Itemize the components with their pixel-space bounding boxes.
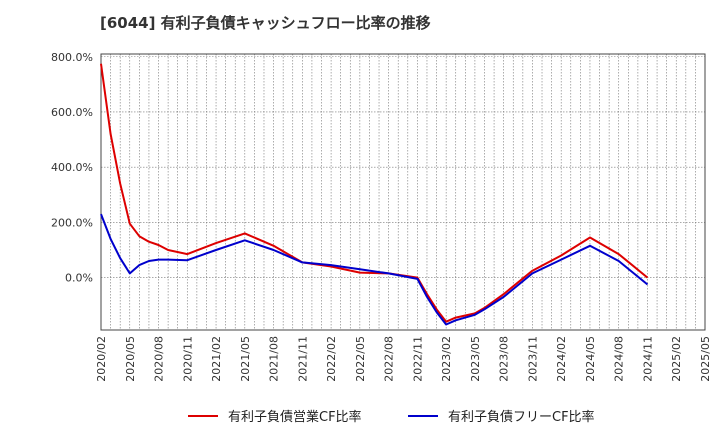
x-tick-label: 2020/08 — [153, 336, 166, 382]
x-tick-label: 2023/08 — [498, 336, 511, 382]
x-tick-label: 2023/05 — [469, 336, 482, 382]
plot-area — [100, 53, 706, 331]
x-tick-label: 2025/05 — [699, 336, 712, 382]
x-tick-label: 2021/08 — [268, 336, 281, 382]
series-line-1 — [100, 63, 649, 323]
y-tick-label: 400.0% — [51, 161, 93, 174]
x-tick-label: 2025/02 — [670, 336, 683, 382]
y-tick-label: 800.0% — [51, 51, 93, 64]
x-tick-label: 2022/08 — [383, 336, 396, 382]
legend-label: 有利子負債営業CF比率 — [228, 409, 362, 425]
x-tick-label: 2024/11 — [641, 336, 654, 382]
y-tick-label: 0.0% — [65, 272, 93, 285]
legend-label: 有利子負債フリーCF比率 — [448, 409, 595, 425]
x-tick-label: 2021/11 — [296, 336, 309, 382]
x-tick-label: 2023/02 — [440, 336, 453, 382]
x-tick-label: 2022/05 — [354, 336, 367, 382]
legend: 有利子負債営業CF比率 有利子負債フリーCF比率 — [188, 409, 595, 425]
x-tick-label: 2021/05 — [239, 336, 252, 382]
chart-title: [6044] 有利子負債キャッシュフロー比率の推移 — [100, 14, 431, 32]
x-tick-label: 2020/02 — [95, 336, 108, 382]
x-tick-label: 2024/05 — [584, 336, 597, 382]
x-tick-label: 2020/05 — [124, 336, 137, 382]
x-tick-label: 2024/08 — [613, 336, 626, 382]
y-tick-label: 600.0% — [51, 106, 93, 119]
x-tick-label: 2022/02 — [325, 336, 338, 382]
series-line-2 — [100, 213, 649, 326]
x-tick-label: 2024/02 — [555, 336, 568, 382]
x-tick-label: 2020/11 — [181, 336, 194, 382]
x-tick-label: 2021/02 — [210, 336, 223, 382]
y-axis: 800.0% 600.0% 400.0% 200.0% 0.0% — [51, 51, 93, 285]
x-axis: 2020/02 2020/05 2020/08 2020/11 2021/02 2021/… — [95, 336, 712, 382]
x-tick-label: 2023/11 — [526, 336, 539, 382]
y-tick-label: 200.0% — [51, 216, 93, 229]
series-lines — [100, 63, 649, 326]
x-tick-label: 2022/11 — [411, 336, 424, 382]
grid — [101, 54, 705, 330]
